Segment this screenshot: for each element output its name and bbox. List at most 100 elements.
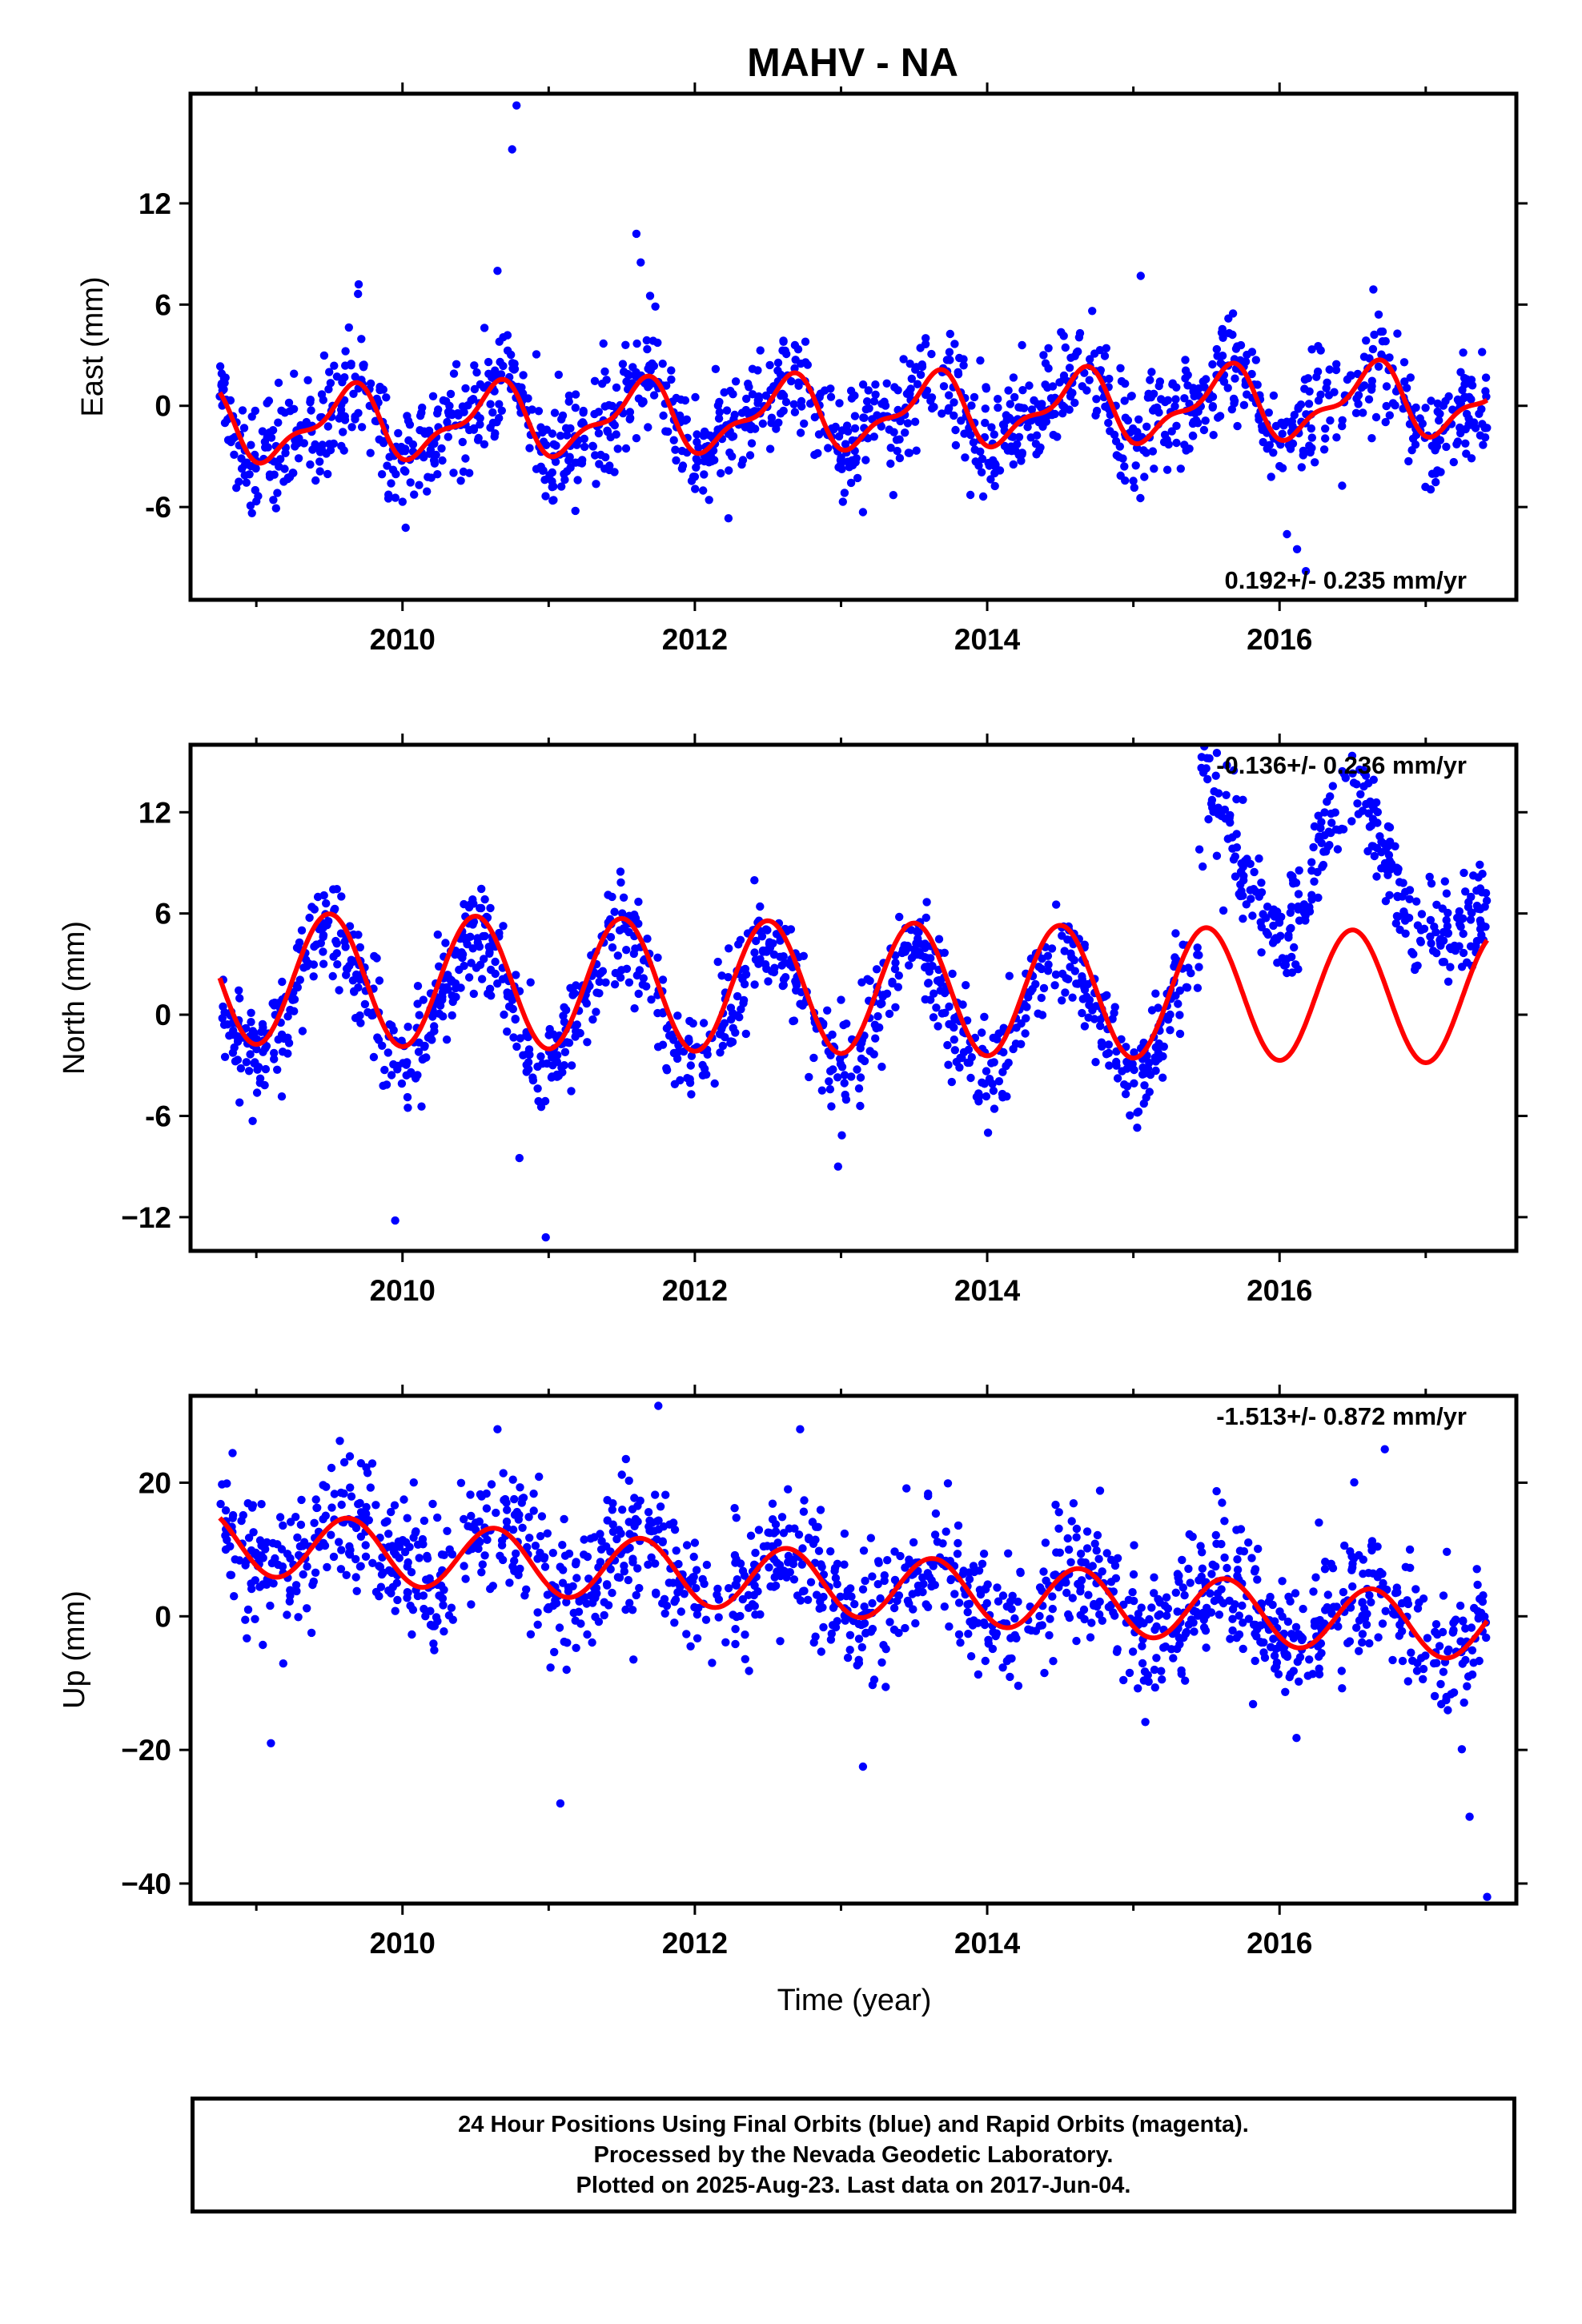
data-point (1423, 1634, 1432, 1642)
data-point (1147, 1603, 1156, 1612)
data-point (974, 1097, 983, 1106)
data-point (1343, 375, 1352, 384)
data-point (1151, 989, 1160, 998)
data-point (255, 1536, 265, 1545)
data-point (440, 1550, 448, 1560)
data-point (1311, 1573, 1320, 1582)
data-point (836, 1592, 845, 1602)
data-point (644, 1560, 652, 1570)
data-point (1140, 1081, 1149, 1090)
data-point (733, 1575, 741, 1584)
data-point (1189, 417, 1199, 426)
data-point (1412, 897, 1421, 906)
data-point (1010, 392, 1019, 402)
data-point (721, 1638, 730, 1647)
data-point (863, 975, 872, 983)
data-point (773, 1567, 781, 1576)
data-point (476, 414, 484, 423)
data-point (342, 1570, 351, 1580)
outlier-point (1465, 1812, 1474, 1821)
data-point (713, 957, 722, 967)
data-point (1042, 1576, 1050, 1586)
data-point (413, 1540, 423, 1550)
data-point (1272, 935, 1282, 944)
data-point (890, 964, 900, 974)
data-point (1257, 879, 1266, 887)
data-point (907, 374, 917, 384)
data-point (491, 957, 500, 967)
data-point (1237, 887, 1246, 895)
data-point (247, 1579, 255, 1588)
data-point (1318, 862, 1327, 871)
data-point (693, 1634, 702, 1642)
data-point (337, 441, 346, 451)
data-point (1478, 348, 1487, 356)
data-point (1305, 387, 1314, 396)
data-point (835, 399, 844, 408)
data-point (371, 1501, 380, 1510)
data-point (689, 1552, 698, 1562)
data-point (841, 440, 850, 448)
data-point (1385, 837, 1395, 846)
data-point (303, 1604, 311, 1613)
data-point (1357, 383, 1366, 392)
data-point (268, 999, 277, 1008)
data-point (488, 408, 497, 417)
outlier-point (636, 258, 645, 267)
data-point (991, 1631, 1000, 1641)
data-point (588, 1598, 597, 1607)
data-point (1138, 1642, 1146, 1651)
data-point (280, 408, 289, 417)
data-point (621, 1454, 630, 1464)
data-point (1122, 1064, 1131, 1073)
data-point (1315, 1518, 1323, 1527)
data-point (455, 965, 464, 975)
data-point (407, 1568, 416, 1577)
data-point (699, 486, 708, 495)
data-point (1338, 1684, 1347, 1693)
data-point (624, 1518, 633, 1526)
data-point (1435, 436, 1445, 444)
data-point (567, 1061, 576, 1070)
data-point (1382, 382, 1391, 391)
data-point (312, 1503, 321, 1513)
data-point (1223, 384, 1232, 392)
data-point (623, 369, 632, 379)
data-point (255, 1582, 264, 1591)
data-point (955, 1063, 964, 1072)
data-point (366, 448, 375, 457)
data-point (557, 482, 566, 491)
x-tick-label: 2014 (954, 623, 1021, 656)
data-point (644, 1508, 653, 1517)
data-point (1095, 346, 1105, 355)
data-point (466, 1490, 475, 1499)
data-point (259, 1640, 267, 1650)
data-point (1381, 1606, 1390, 1616)
data-point (888, 977, 897, 987)
data-point (1459, 1616, 1468, 1625)
data-point (1325, 365, 1334, 374)
data-point (945, 1019, 954, 1029)
data-point (1468, 908, 1476, 918)
data-point (893, 386, 902, 395)
data-point (1415, 936, 1425, 946)
data-point (777, 389, 787, 398)
data-point (1025, 381, 1034, 390)
data-point (1367, 376, 1377, 385)
data-point (1086, 355, 1094, 364)
data-point (789, 1016, 797, 1026)
data-point (1323, 1602, 1331, 1612)
data-point (1146, 376, 1154, 384)
data-point (899, 355, 908, 364)
data-point (268, 1538, 278, 1548)
data-point (1317, 838, 1326, 848)
data-point (1236, 880, 1245, 889)
data-point (503, 331, 512, 340)
data-point (309, 972, 318, 981)
data-point (311, 1568, 320, 1578)
data-point (1379, 1578, 1387, 1588)
data-point (247, 1546, 256, 1555)
data-point (452, 992, 460, 1002)
data-point (540, 1562, 550, 1571)
data-point (1133, 1124, 1142, 1132)
